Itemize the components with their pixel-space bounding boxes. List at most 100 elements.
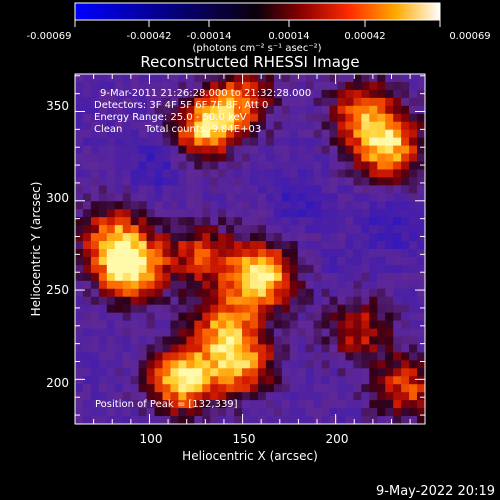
heatmap-cell: [98, 360, 108, 369]
heatmap-cell: [321, 81, 331, 91]
heatmap-cell: [337, 241, 347, 250]
heatmap-cell: [242, 177, 251, 186]
heatmap-cell: [417, 320, 425, 330]
heatmap-cell: [313, 272, 323, 282]
heatmap-cell: [289, 113, 299, 123]
heatmap-cell: [353, 105, 362, 115]
heatmap-cell: [226, 368, 235, 377]
heatmap-cell: [210, 408, 219, 417]
heatmap-cell: [90, 384, 100, 393]
heatmap-cell: [202, 256, 211, 266]
heatmap-cell: [226, 304, 235, 314]
heatmap-cell: [242, 256, 251, 266]
heatmap-cell: [377, 169, 386, 178]
heatmap-cell: [154, 416, 164, 424]
heatmap-cell: [361, 256, 370, 266]
heatmap-cell: [178, 320, 187, 330]
heatmap-cell: [98, 256, 108, 266]
heatmap-cell: [98, 233, 108, 242]
heatmap-cell: [305, 241, 315, 250]
heatmap-cell: [337, 360, 347, 369]
heatmap-cell: [250, 264, 259, 274]
heatmap-cell: [114, 121, 124, 131]
heatmap-cell: [154, 256, 164, 266]
heatmap-cell: [162, 129, 172, 139]
heatmap-cell: [281, 336, 291, 346]
heatmap-cell: [98, 89, 108, 99]
heatmap-cell: [210, 376, 219, 385]
heatmap-cell: [265, 264, 275, 274]
heatmap-cell: [401, 288, 410, 298]
heatmap-cell: [146, 169, 156, 178]
heatmap-cell: [345, 328, 354, 338]
heatmap-cell: [114, 129, 124, 139]
heatmap-cell: [186, 129, 195, 139]
heatmap-cell: [234, 392, 243, 401]
heatmap-cell: [234, 304, 243, 314]
heatmap-cell: [321, 209, 331, 218]
heatmap-cell: [353, 209, 362, 218]
heatmap-cell: [345, 416, 354, 424]
heatmap-cell: [154, 74, 164, 83]
heatmap-cell: [265, 145, 275, 155]
heatmap-cell: [242, 336, 251, 346]
heatmap-cell: [186, 249, 195, 258]
heatmap-cell: [234, 296, 243, 306]
heatmap-cell: [170, 201, 179, 210]
heatmap-cell: [337, 129, 347, 139]
heatmap-cell: [186, 169, 195, 178]
heatmap-cell: [242, 129, 251, 139]
heatmap-cell: [417, 400, 425, 409]
heatmap-cell: [82, 74, 92, 83]
heatmap-cell: [257, 169, 267, 178]
heatmap-cell: [138, 328, 148, 338]
heatmap-cell: [75, 344, 84, 353]
heatmap-cell: [257, 185, 267, 194]
heatmap-cell: [369, 392, 378, 401]
heatmap-cell: [218, 272, 227, 282]
heatmap-cell: [130, 81, 140, 91]
heatmap-cell: [385, 209, 394, 218]
heatmap-cell: [329, 336, 339, 346]
heatmap-cell: [90, 209, 100, 218]
heatmap-cell: [329, 97, 339, 107]
heatmap-cell: [313, 105, 323, 115]
heatmap-cell: [138, 360, 148, 369]
heatmap-cell: [75, 137, 84, 147]
heatmap-cell: [202, 304, 211, 314]
heatmap-cell: [186, 328, 195, 338]
heatmap-cell: [186, 312, 195, 322]
heatmap-cell: [257, 328, 267, 338]
heatmap-cell: [154, 169, 164, 178]
heatmap-cell: [82, 312, 92, 322]
footer-date: 9-May-2022 20:19: [376, 484, 495, 499]
heatmap-cell: [242, 89, 251, 99]
heatmap-cell: [146, 145, 156, 155]
heatmap-cell: [273, 217, 283, 226]
heatmap-cell: [353, 97, 362, 107]
heatmap-cell: [345, 185, 354, 194]
heatmap-cell: [417, 129, 425, 139]
heatmap-cell: [281, 416, 291, 424]
heatmap-cell: [178, 376, 187, 385]
heatmap-cell: [162, 201, 172, 210]
heatmap-cell: [281, 137, 291, 147]
heatmap-cell: [385, 177, 394, 186]
heatmap-cell: [401, 177, 410, 186]
heatmap-cell: [369, 336, 378, 346]
heatmap-cell: [75, 201, 84, 210]
heatmap-cell: [178, 89, 187, 99]
heatmap-cell: [226, 384, 235, 393]
annotation-time-range: 9-Mar-2011 21:26:28.000 to 21:32:28.000: [100, 88, 311, 99]
heatmap-cell: [90, 113, 100, 123]
heatmap-cell: [417, 368, 425, 377]
heatmap-cell: [401, 408, 410, 417]
heatmap-cell: [162, 312, 172, 322]
heatmap-cell: [345, 344, 354, 353]
heatmap-cell: [369, 328, 378, 338]
heatmap-cell: [409, 296, 418, 306]
heatmap-cell: [257, 137, 267, 147]
heatmap-cell: [305, 416, 315, 424]
heatmap-cell: [313, 74, 323, 83]
heatmap-cell: [210, 161, 219, 171]
